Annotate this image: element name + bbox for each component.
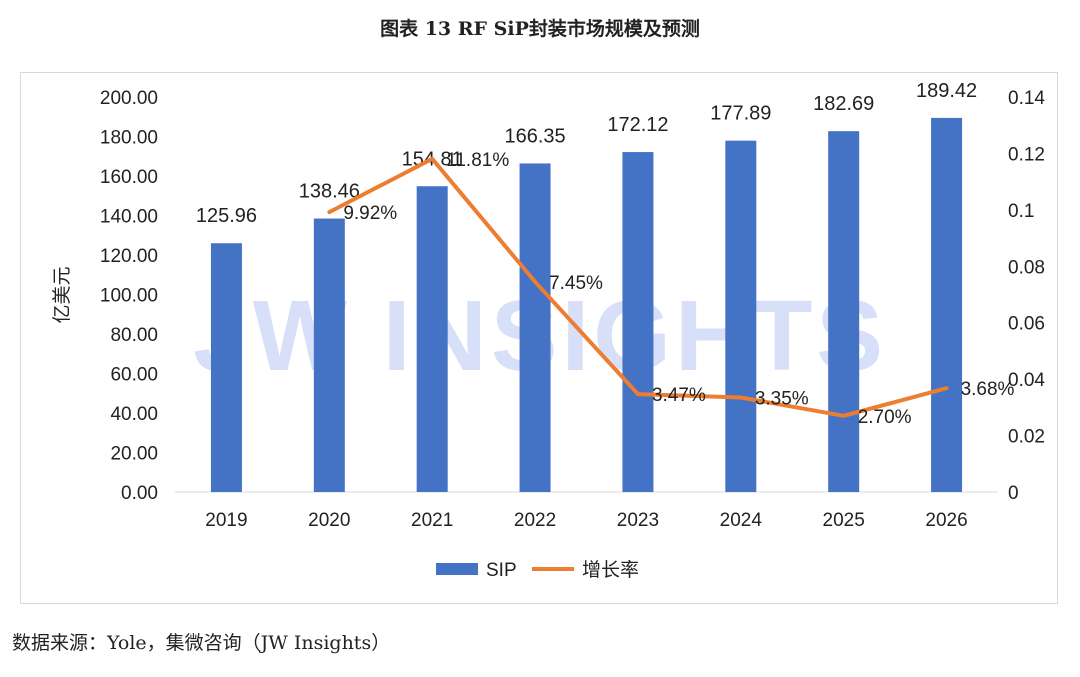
line-value-label: 3.47%	[652, 385, 706, 406]
bar-value-label: 189.42	[916, 80, 977, 102]
bar	[931, 117, 963, 492]
line-value-label: 9.92%	[343, 203, 397, 224]
bar	[519, 163, 551, 493]
x-tick-label: 2021	[411, 510, 453, 531]
y-tick-label: 140.00	[100, 207, 158, 228]
bar	[622, 152, 654, 493]
x-tick-label: 2024	[720, 510, 763, 531]
bar-value-label: 166.35	[504, 125, 565, 147]
bar-value-label: 172.12	[607, 114, 668, 136]
bar	[725, 140, 757, 493]
y2-tick-label: 0	[1008, 483, 1019, 504]
y-tick-label: 80.00	[110, 325, 158, 346]
legend-label-growth: 增长率	[582, 559, 639, 581]
bar	[210, 243, 242, 492]
y-tick-label: 100.00	[100, 286, 158, 307]
line-value-label: 3.35%	[755, 388, 809, 409]
y-axis-title: 亿美元	[51, 266, 73, 323]
bar	[828, 131, 860, 492]
bar-value-label: 177.89	[710, 103, 771, 125]
y-tick-label: 120.00	[100, 246, 158, 267]
line-value-label: 11.81%	[446, 150, 509, 171]
x-tick-label: 2026	[925, 510, 967, 531]
y2-tick-label: 0.1	[1008, 201, 1034, 222]
y-tick-label: 200.00	[100, 88, 158, 109]
legend-label-sip: SIP	[486, 560, 517, 581]
legend-swatch-sip	[436, 563, 478, 575]
x-tick-label: 2022	[514, 510, 556, 531]
x-tick-label: 2019	[205, 510, 247, 531]
y2-tick-label: 0.12	[1008, 144, 1045, 165]
y2-tick-label: 0.08	[1008, 257, 1045, 278]
chart-title: 图表 13 RF SiP封装市场规模及预测	[380, 18, 700, 40]
x-tick-label: 2025	[823, 510, 865, 531]
bar-value-label: 125.96	[196, 205, 257, 227]
bar-value-label: 138.46	[299, 181, 360, 203]
y-tick-label: 0.00	[121, 483, 158, 504]
line-value-label: 2.70%	[858, 407, 912, 428]
bar	[313, 218, 345, 492]
y2-tick-label: 0.04	[1008, 370, 1045, 391]
growth-rate-line	[327, 156, 949, 418]
y-tick-label: 40.00	[110, 404, 158, 425]
x-tick-label: 2020	[308, 510, 350, 531]
y-tick-label: 60.00	[110, 365, 158, 386]
y-tick-label: 160.00	[100, 167, 158, 188]
x-tick-label: 2023	[617, 510, 659, 531]
y2-tick-label: 0.06	[1008, 314, 1045, 335]
bar-value-label: 182.69	[813, 93, 874, 115]
source-note: 数据来源：Yole，集微咨询（JW Insights）	[12, 632, 391, 654]
line-value-label: 3.68%	[961, 379, 1015, 400]
y-tick-label: 20.00	[110, 444, 158, 465]
line-value-label: 7.45%	[549, 273, 603, 294]
y2-tick-label: 0.14	[1008, 88, 1045, 109]
y-tick-label: 180.00	[100, 128, 158, 149]
bar	[416, 186, 448, 492]
y2-tick-label: 0.02	[1008, 427, 1045, 448]
